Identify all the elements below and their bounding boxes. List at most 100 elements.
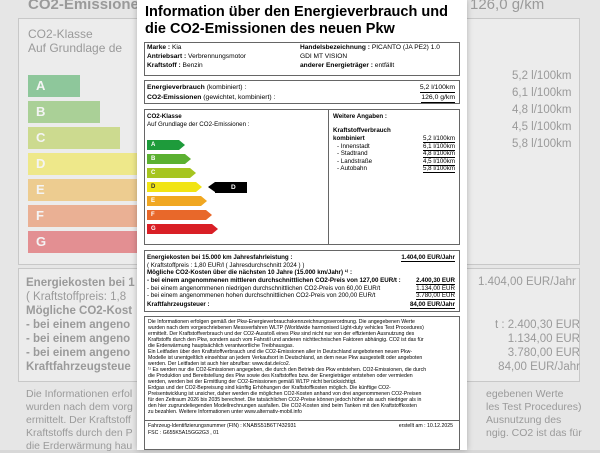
backdrop-heading-right: 126,0 g/km — [470, 0, 545, 13]
fin-row: Fahrzeug-Identifizierungsnummer (FIN) : … — [148, 423, 297, 429]
tax-value: 84,00 EUR/Jahr — [409, 301, 455, 310]
co2-class-title: CO2-Klasse — [147, 113, 182, 120]
verbrauch-value: 4,5 l/100km — [423, 157, 455, 166]
co2-class-letter: A — [151, 142, 156, 148]
antrieb-row: Antriebsart : Verbrennungsmotor — [147, 53, 246, 60]
co2-cost-value: 1.134,00 EUR — [416, 284, 455, 293]
info-line: Preisentwicklung ist unsicher, daher wer… — [148, 391, 422, 397]
co2-row: CO2-Emissionen (gewichtet, kombiniert) : — [147, 94, 276, 101]
info-line: für den Zeitraum 2026 bis 2035 berechnet… — [148, 397, 422, 403]
backdrop-costs: Energiekosten bei 1 ( Kraftstoffpreis: 1… — [26, 277, 135, 373]
verbrauch-value: 4,8 l/100km — [423, 150, 455, 159]
co2-class-bar-a: A — [147, 140, 185, 150]
divider — [328, 110, 329, 244]
co2-class-bar-g: G — [147, 224, 218, 234]
info-text-box: Die Informationen erfolgen gemäß der Pkw… — [144, 316, 460, 450]
fsc-row: FSC : G655K5A15GG2G3 , 01 — [148, 430, 219, 436]
date-row: erstellt am : 10.12.2025 — [398, 423, 453, 429]
backdrop-class-letter: B — [36, 104, 46, 119]
co2-cost-label: - bei einem angenommenen hohen durchschn… — [147, 292, 376, 299]
backdrop-class-letter: E — [36, 182, 45, 197]
backdrop-info-left: Die Informationen erfol wurden nach dem … — [26, 388, 133, 452]
backdrop-class-bar: D — [28, 153, 140, 175]
backdrop-class-bar: C — [28, 127, 120, 149]
label-title: Information über den Energieverbrauch un… — [145, 4, 448, 37]
co2-class-letter: F — [151, 212, 155, 218]
info-line: Ein Leitfaden über den Kraftstoffverbrau… — [148, 349, 413, 355]
verbrauch-value: 6,1 l/100km — [423, 142, 455, 151]
info-line: Kraftstoffs durch den Pkw, sondern auch … — [148, 337, 424, 343]
energy-label-document: Information über den Energieverbrauch un… — [137, 0, 467, 450]
energy-value: 5,2 l/100km — [419, 84, 455, 93]
co2-class-box: CO2-Klasse Auf Grundlage der CO2-Emissio… — [144, 109, 460, 245]
verbrauch-label: - Autobahn — [337, 165, 367, 172]
co2-class-letter: D — [151, 184, 156, 190]
co2-costs-title: Mögliche CO2-Kosten über die nächsten 10… — [147, 269, 353, 276]
co2-cost-value: 2.400,30 EUR — [416, 277, 455, 286]
info-line: die Produktion und Bereitstellung des Pk… — [148, 373, 413, 379]
verbrauch-title: Kraftstoffverbrauch — [333, 127, 391, 134]
traeger-row: anderer Energieträger : entfällt — [300, 62, 395, 69]
co2-class-bar-d: D — [147, 182, 202, 192]
co2-value: 126,0 g/km — [421, 94, 455, 103]
tax-label: Kraftfahrzeugsteuer : — [147, 301, 210, 308]
co2-class-letter: E — [151, 198, 156, 204]
verbrauch-label: - Innenstadt — [337, 142, 370, 150]
info-line: wurden nach dem vorgeschriebenen Messver… — [148, 325, 424, 331]
co2-class-bar-b: B — [147, 154, 191, 164]
backdrop-class-letter: A — [36, 78, 46, 93]
verbrauch-label: - Landstraße — [337, 157, 373, 165]
verbrauch-value: 5,2 l/100km — [423, 135, 455, 144]
marke-row: Marke : Kia — [147, 44, 182, 51]
backdrop-heading: CO2-Emissione — [28, 0, 139, 13]
backdrop-right-costs: t : 2.400,30 EUR 1.134,00 EUR 3.780,00 E… — [494, 319, 580, 373]
info-line: die Erderwärmung hauptsächlich verantwor… — [148, 343, 294, 349]
co2-cost-value: 3.780,00 EUR — [416, 292, 455, 301]
co2-class-subtitle: Auf Grundlage der CO2-Emissionen : — [147, 121, 250, 128]
co2-class-letter: C — [151, 170, 156, 176]
verbrauch-value: 5,8 l/100km — [423, 165, 455, 174]
verbrauch-label: kombiniert — [333, 135, 365, 142]
verbrauch-label: - Stadtrand — [337, 150, 368, 157]
info-line: Die Informationen erfolgen gemäß der Pkw… — [148, 319, 415, 325]
energy-row: Energieverbrauch (kombiniert) : — [147, 84, 247, 91]
co2-cost-label: - bei einem angenommenen mittleren durch… — [147, 277, 401, 284]
co2-class-bar-e: E — [147, 196, 207, 206]
backdrop-class-bar: E — [28, 179, 160, 201]
energy-costs-value: 1.404,00 EUR/Jahr — [401, 254, 455, 263]
vehicle-info-box: Marke : Kia Antriebsart : Verbrennungsmo… — [144, 42, 460, 76]
backdrop-class-subtitle: Auf Grundlage de — [28, 41, 123, 55]
backdrop-class-letter: F — [36, 208, 44, 223]
co2-class-letter: G — [151, 226, 156, 232]
co2-class-letter: B — [151, 156, 156, 162]
weitere-title: Weitere Angaben : — [333, 113, 387, 120]
consumption-box: Energieverbrauch (kombiniert) : 5,2 l/10… — [144, 80, 460, 104]
backdrop-class-bar: A — [28, 75, 80, 97]
info-line: den hier zugrundeliegenden Modellrechnun… — [148, 403, 417, 409]
co2-class-bar-f: F — [147, 210, 212, 220]
info-line: Modelle ist unentgeltlich einsehbar an j… — [148, 355, 423, 361]
costs-box: Energiekosten bei 15.000 km Jahresfahrle… — [144, 250, 460, 312]
info-text: Die Informationen erfolgen gemäß der Pkw… — [148, 319, 456, 415]
footer-divider — [145, 420, 459, 421]
co2-class-indicator: D — [208, 181, 247, 193]
fuel-price: ( Kraftstoffpreis : 1,80 EUR/l ( Jahresd… — [147, 261, 305, 269]
info-line: werden. Der Leitfaden ist auch hier abru… — [148, 361, 291, 367]
kraftstoff-row: Kraftstoff : Benzin — [147, 62, 203, 69]
info-line: Erdgas und der CO2-Bepreisung sind künft… — [148, 385, 391, 391]
handel-row: Handelsbezeichnung : PICANTO (JA PE2) 1.… — [300, 44, 440, 60]
info-line: werden, werden bei der Ermittlung der CO… — [148, 379, 357, 385]
co2-cost-label: - bei einem angenommenen niedrigen durch… — [147, 284, 381, 292]
backdrop-class-letter: C — [36, 130, 46, 145]
backdrop-info-right: egebenen Werte les Test Procedures) Ausn… — [486, 388, 582, 439]
backdrop-class-bar: B — [28, 101, 100, 123]
backdrop-class-letter: G — [36, 234, 47, 249]
backdrop-right-cost-main: 1.404,00 EUR/Jahr — [478, 276, 576, 288]
backdrop-right-values: 5,2 l/100km 6,1 l/100km 4,8 l/100km 4,5 … — [512, 70, 572, 150]
energy-costs-label: Energiekosten bei 15.000 km Jahresfahrle… — [147, 254, 293, 261]
backdrop-class-title: CO2-Klasse — [28, 27, 93, 41]
info-line: ermittelt. Der Kraftstoffverbrauch und d… — [148, 331, 415, 337]
co2-class-bar-c: C — [147, 168, 196, 178]
backdrop-class-letter: D — [36, 156, 46, 171]
info-line: zu bezahlen. Weitere Informationen unter… — [148, 409, 302, 415]
